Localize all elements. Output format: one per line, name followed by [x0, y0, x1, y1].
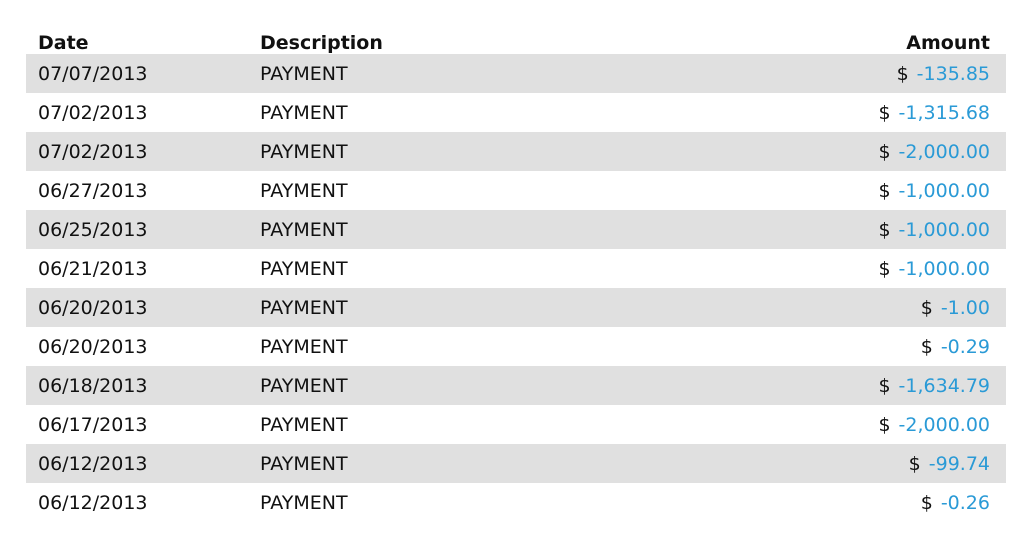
currency-symbol: $: [920, 335, 933, 358]
header-description: Description: [260, 32, 383, 54]
amount-value: -135.85: [916, 62, 990, 85]
table-row: 06/27/2013 PAYMENT $ -1,000.00: [26, 171, 1006, 210]
cell-amount: $ -99.74: [706, 453, 1006, 475]
cell-description: PAYMENT: [260, 335, 348, 358]
amount-value: -1,315.68: [898, 101, 990, 124]
cell-description: PAYMENT: [260, 296, 348, 319]
table-row: 07/02/2013 PAYMENT $ -1,315.68: [26, 93, 1006, 132]
cell-description: PAYMENT: [260, 491, 348, 514]
cell-date: 07/02/2013: [38, 101, 148, 124]
cell-description: PAYMENT: [260, 413, 348, 436]
cell-amount: $ -0.29: [706, 336, 1006, 358]
header-date: Date: [38, 32, 89, 54]
table-row: 07/02/2013 PAYMENT $ -2,000.00: [26, 132, 1006, 171]
table-row: 06/25/2013 PAYMENT $ -1,000.00: [26, 210, 1006, 249]
currency-symbol: $: [878, 140, 891, 163]
amount-value: -0.29: [940, 335, 990, 358]
amount-value: -2,000.00: [898, 413, 990, 436]
currency-symbol: $: [920, 491, 933, 514]
cell-date: 07/02/2013: [38, 140, 148, 163]
amount-value: -2,000.00: [898, 140, 990, 163]
cell-amount: $ -1,315.68: [706, 102, 1006, 124]
cell-description: PAYMENT: [260, 101, 348, 124]
cell-description: PAYMENT: [260, 218, 348, 241]
table-row: 06/20/2013 PAYMENT $ -1.00: [26, 288, 1006, 327]
cell-amount: $ -1.00: [706, 297, 1006, 319]
cell-amount: $ -0.26: [706, 492, 1006, 514]
cell-amount: $ -1,000.00: [706, 258, 1006, 280]
amount-value: -1,000.00: [898, 179, 990, 202]
cell-description: PAYMENT: [260, 140, 348, 163]
amount-value: -1,000.00: [898, 257, 990, 280]
table-row: 07/07/2013 PAYMENT $ -135.85: [26, 54, 1006, 93]
cell-date: 07/07/2013: [38, 62, 148, 85]
table-row: 06/18/2013 PAYMENT $ -1,634.79: [26, 366, 1006, 405]
cell-date: 06/18/2013: [38, 374, 148, 397]
cell-description: PAYMENT: [260, 179, 348, 202]
cell-description: PAYMENT: [260, 374, 348, 397]
currency-symbol: $: [878, 179, 891, 202]
currency-symbol: $: [878, 101, 891, 124]
currency-symbol: $: [878, 374, 891, 397]
cell-date: 06/12/2013: [38, 491, 148, 514]
cell-amount: $ -1,634.79: [706, 375, 1006, 397]
table-header: Date Description Amount: [26, 28, 1006, 54]
cell-amount: $ -1,000.00: [706, 180, 1006, 202]
cell-amount: $ -1,000.00: [706, 219, 1006, 241]
header-amount: Amount: [906, 32, 990, 54]
transactions-table: Date Description Amount 07/07/2013 PAYME…: [26, 28, 1006, 522]
amount-value: -99.74: [928, 452, 990, 475]
cell-date: 06/12/2013: [38, 452, 148, 475]
currency-symbol: $: [920, 296, 933, 319]
cell-date: 06/20/2013: [38, 296, 148, 319]
cell-description: PAYMENT: [260, 452, 348, 475]
cell-date: 06/27/2013: [38, 179, 148, 202]
cell-amount: $ -2,000.00: [706, 414, 1006, 436]
cell-amount: $ -2,000.00: [706, 141, 1006, 163]
currency-symbol: $: [878, 257, 891, 280]
cell-description: PAYMENT: [260, 62, 348, 85]
cell-date: 06/21/2013: [38, 257, 148, 280]
cell-date: 06/20/2013: [38, 335, 148, 358]
cell-amount: $ -135.85: [706, 63, 1006, 85]
cell-date: 06/25/2013: [38, 218, 148, 241]
table-row: 06/17/2013 PAYMENT $ -2,000.00: [26, 405, 1006, 444]
amount-value: -1,000.00: [898, 218, 990, 241]
currency-symbol: $: [896, 62, 909, 85]
currency-symbol: $: [878, 218, 891, 241]
amount-value: -1.00: [940, 296, 990, 319]
cell-date: 06/17/2013: [38, 413, 148, 436]
table-row: 06/12/2013 PAYMENT $ -99.74: [26, 444, 1006, 483]
currency-symbol: $: [878, 413, 891, 436]
table-row: 06/20/2013 PAYMENT $ -0.29: [26, 327, 1006, 366]
amount-value: -0.26: [940, 491, 990, 514]
cell-description: PAYMENT: [260, 257, 348, 280]
currency-symbol: $: [908, 452, 921, 475]
amount-value: -1,634.79: [898, 374, 990, 397]
table-row: 06/12/2013 PAYMENT $ -0.26: [26, 483, 1006, 522]
table-row: 06/21/2013 PAYMENT $ -1,000.00: [26, 249, 1006, 288]
